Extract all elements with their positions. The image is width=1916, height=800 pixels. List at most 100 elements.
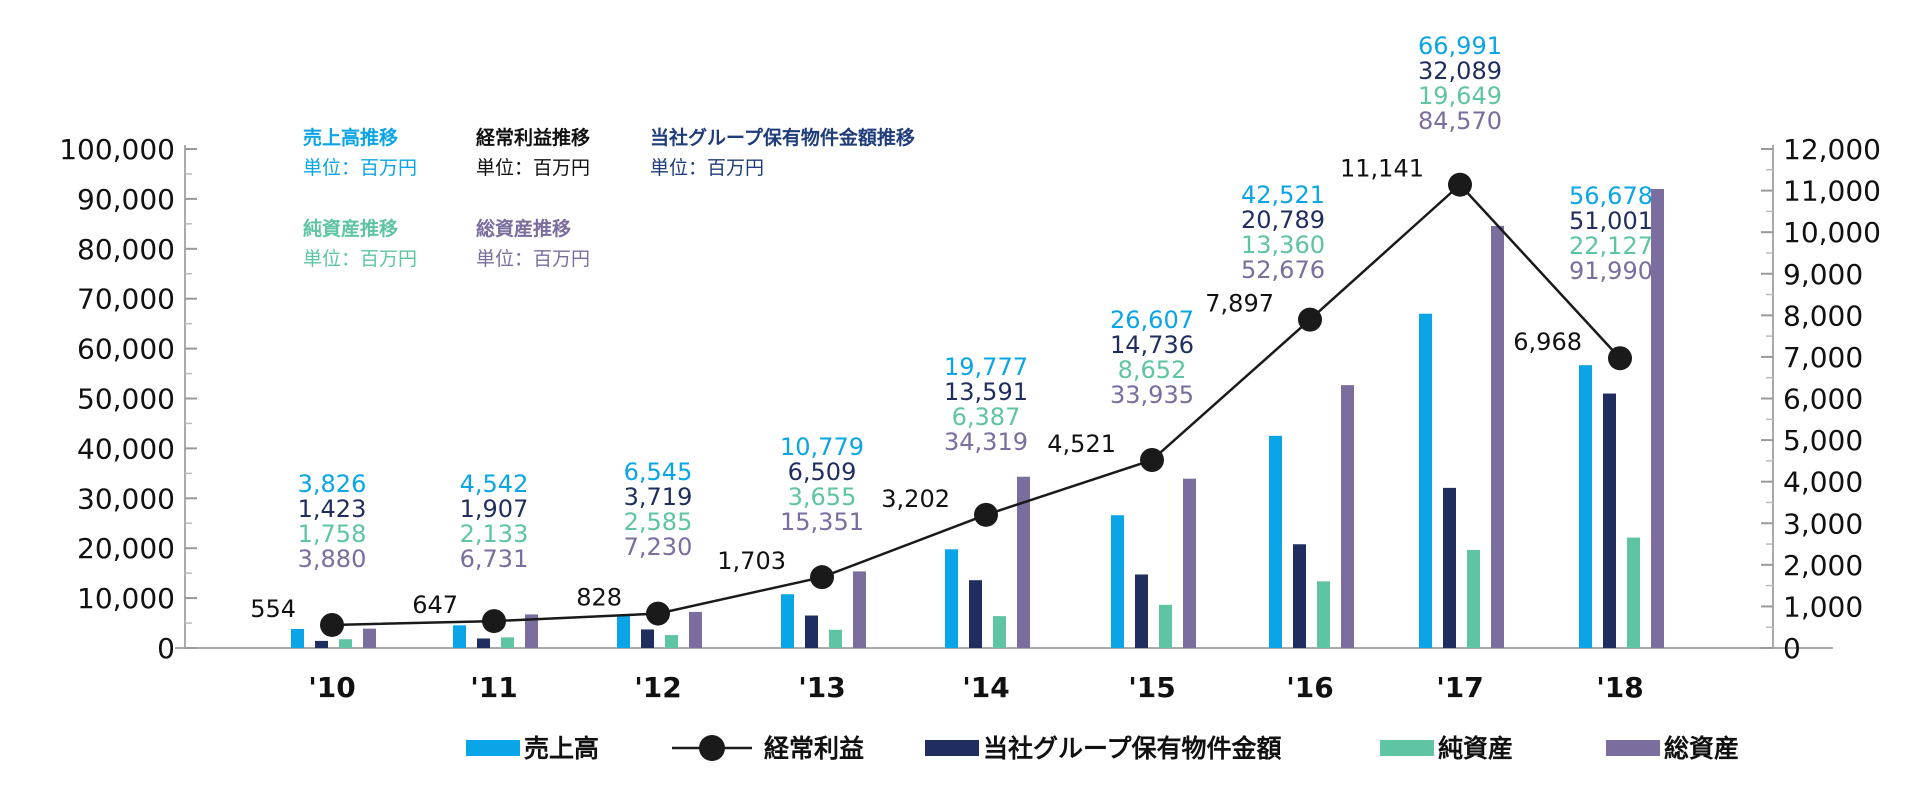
right-tick-label: 8,000 [1783, 299, 1863, 332]
marker-ordinary-profit [974, 502, 998, 527]
right-tick-label: 5,000 [1783, 424, 1863, 457]
legend-swatch-bar [1606, 740, 1660, 756]
label-property: 51,001 [1569, 207, 1653, 235]
annotation-title: 売上高推移 [303, 126, 398, 149]
bar-property [1293, 544, 1306, 648]
label-property: 1,423 [298, 495, 367, 523]
bar-property [641, 629, 654, 648]
legend-swatch-bar [1380, 740, 1434, 756]
annotation-unit: 単位：百万円 [476, 248, 590, 270]
left-tick-label: 90,000 [77, 183, 175, 216]
annotation-title: 純資産推移 [303, 217, 398, 240]
label-sales: 10,779 [780, 433, 864, 461]
bar-total_assets [1017, 476, 1030, 648]
label-ordinary-profit: 647 [412, 591, 458, 619]
x-category-label: '14 [962, 671, 1010, 704]
left-tick-label: 10,000 [77, 582, 175, 615]
label-total_assets: 34,319 [944, 428, 1028, 456]
left-tick-label: 20,000 [77, 532, 175, 565]
label-net_assets: 22,127 [1569, 232, 1653, 260]
label-sales: 3,826 [298, 470, 367, 498]
legend-label: 総資産 [1664, 734, 1739, 763]
bar-total_assets [1651, 188, 1664, 648]
left-tick-label: 100,000 [59, 133, 175, 166]
bar-sales [1111, 515, 1124, 648]
label-sales: 4,542 [460, 470, 529, 498]
right-tick-label: 12,000 [1783, 133, 1881, 166]
marker-ordinary-profit [1608, 346, 1632, 371]
label-property: 14,736 [1110, 331, 1194, 359]
label-ordinary-profit: 1,703 [717, 547, 786, 575]
label-total_assets: 52,676 [1241, 256, 1325, 284]
annotation-unit: 単位：百万円 [303, 157, 417, 179]
x-category-label: '15 [1128, 671, 1176, 704]
legend-label: 純資産 [1438, 734, 1513, 763]
left-tick-label: 40,000 [77, 432, 175, 465]
label-property: 32,089 [1418, 57, 1502, 85]
label-ordinary-profit: 4,521 [1047, 430, 1116, 458]
label-net_assets: 2,133 [460, 520, 529, 548]
legend-label: 売上高 [524, 734, 599, 763]
label-total_assets: 6,731 [460, 545, 529, 573]
label-total_assets: 7,230 [624, 533, 693, 561]
bar-net_assets [993, 616, 1006, 648]
bar-sales [1579, 365, 1592, 648]
bar-total_assets [1491, 225, 1504, 648]
label-property: 3,719 [624, 483, 693, 511]
left-tick-label: 0 [157, 632, 175, 665]
x-category-label: '16 [1286, 671, 1334, 704]
left-tick-label: 50,000 [77, 383, 175, 416]
label-sales: 6,545 [624, 458, 693, 486]
label-ordinary-profit: 7,897 [1205, 290, 1274, 318]
right-tick-label: 3,000 [1783, 507, 1863, 540]
right-tick-label: 7,000 [1783, 341, 1863, 374]
bar-net_assets [665, 635, 678, 648]
annotation-title: 経常利益推移 [476, 126, 590, 149]
label-total_assets: 33,935 [1110, 381, 1194, 409]
marker-ordinary-profit [1140, 448, 1164, 473]
label-net_assets: 13,360 [1241, 231, 1325, 259]
right-tick-label: 1,000 [1783, 590, 1863, 623]
x-category-label: '11 [470, 671, 518, 704]
bar-property [969, 580, 982, 648]
annotation-unit: 単位：百万円 [476, 157, 590, 179]
bar-sales [617, 615, 630, 648]
label-total_assets: 84,570 [1418, 107, 1502, 135]
annotation-title: 総資産推移 [476, 217, 571, 240]
bar-net_assets [1627, 537, 1640, 648]
bar-property [1135, 574, 1148, 648]
bar-net_assets [1159, 604, 1172, 648]
right-tick-label: 0 [1783, 632, 1801, 665]
label-net_assets: 19,649 [1418, 82, 1502, 110]
label-sales: 56,678 [1569, 182, 1653, 210]
bar-net_assets [1467, 549, 1480, 648]
marker-ordinary-profit [1448, 172, 1472, 197]
label-sales: 26,607 [1110, 306, 1194, 334]
label-sales: 66,991 [1418, 32, 1502, 60]
bar-total_assets [1341, 385, 1354, 648]
label-net_assets: 2,585 [624, 508, 693, 536]
label-net_assets: 8,652 [1118, 356, 1187, 384]
label-ordinary-profit: 3,202 [881, 485, 950, 513]
x-category-label: '10 [308, 671, 356, 704]
label-net_assets: 3,655 [788, 483, 857, 511]
marker-ordinary-profit [1298, 307, 1322, 332]
x-category-label: '12 [634, 671, 682, 704]
marker-ordinary-profit [482, 609, 506, 634]
left-tick-label: 80,000 [77, 233, 175, 266]
bar-property [1603, 393, 1616, 648]
bar-sales [781, 594, 794, 648]
bar-total_assets [853, 571, 866, 648]
right-tick-label: 9,000 [1783, 258, 1863, 291]
annotation-unit: 単位：百万円 [650, 157, 764, 179]
annotation-unit: 単位：百万円 [303, 248, 417, 270]
bar-net_assets [339, 639, 352, 648]
bar-property [1443, 487, 1456, 648]
x-category-label: '18 [1596, 671, 1644, 704]
label-total_assets: 15,351 [780, 508, 864, 536]
left-tick-label: 70,000 [77, 283, 175, 316]
marker-ordinary-profit [810, 565, 834, 590]
bar-net_assets [501, 637, 514, 648]
legend-swatch-bar [466, 740, 520, 756]
